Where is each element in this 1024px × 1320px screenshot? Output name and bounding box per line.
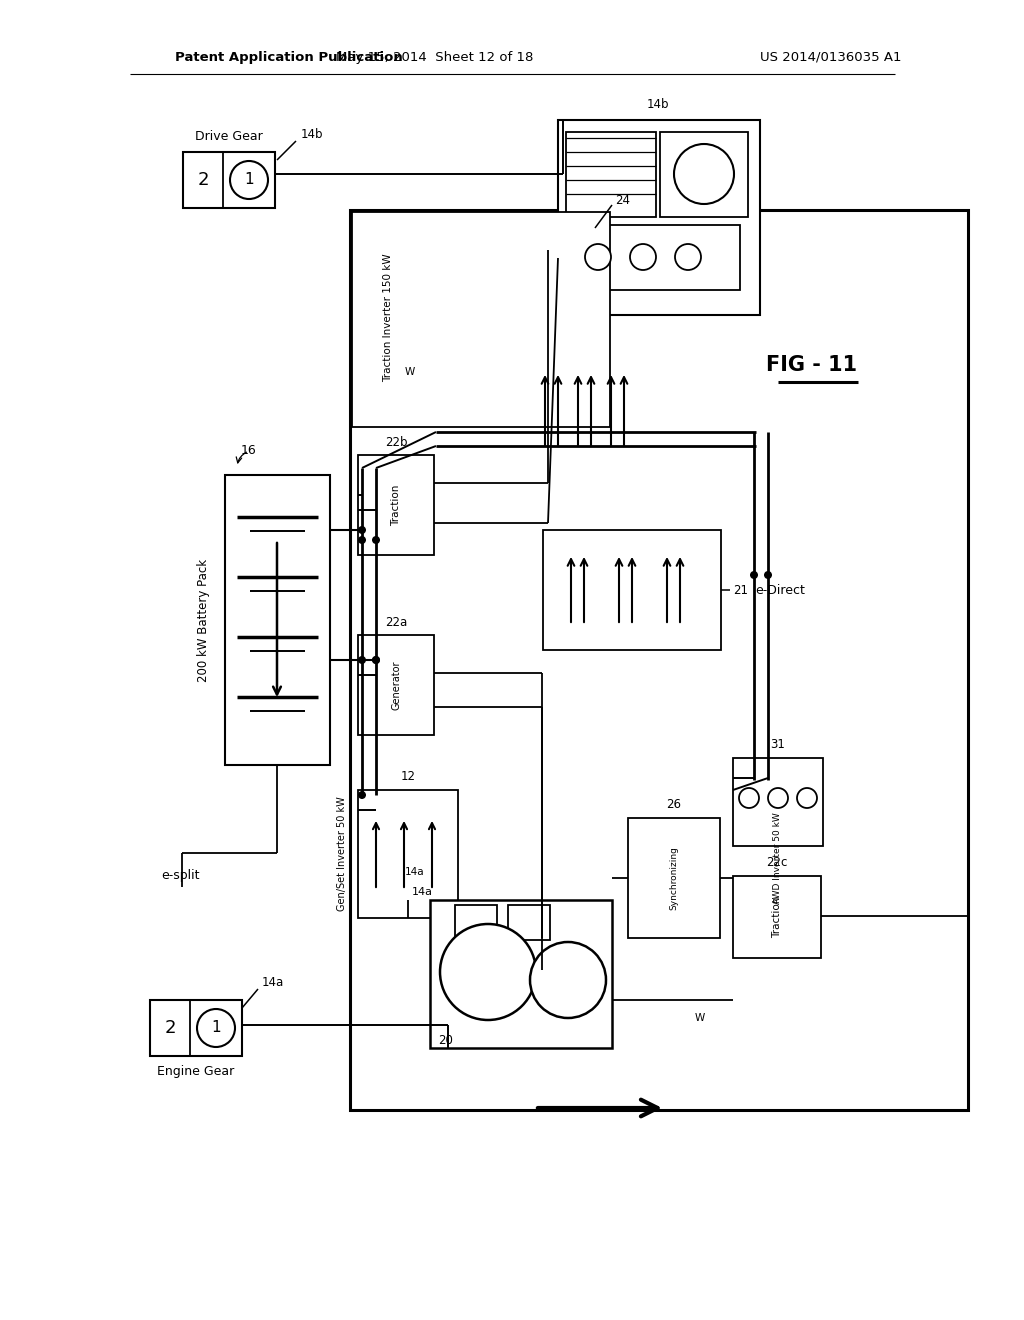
Bar	[225, 475, 330, 766]
Bar	[660, 132, 748, 216]
Text: 200 kW Battery Pack: 200 kW Battery Pack	[197, 558, 210, 681]
Text: Traction: Traction	[391, 484, 401, 525]
Circle shape	[358, 656, 366, 664]
Circle shape	[358, 536, 366, 544]
Text: 14b: 14b	[647, 99, 670, 111]
Text: Engine Gear: Engine Gear	[158, 1065, 234, 1078]
Circle shape	[230, 161, 268, 199]
Circle shape	[750, 572, 758, 579]
Text: Gen/Set Inverter 50 kW: Gen/Set Inverter 50 kW	[337, 797, 347, 911]
Bar	[558, 120, 760, 315]
Bar	[455, 906, 497, 940]
Text: e-split: e-split	[161, 869, 200, 882]
Circle shape	[372, 656, 380, 664]
Bar	[628, 818, 720, 939]
Bar	[358, 789, 458, 917]
Bar	[566, 132, 656, 216]
Text: 14a: 14a	[412, 887, 432, 898]
Text: W: W	[404, 367, 415, 378]
Circle shape	[768, 788, 788, 808]
Bar	[352, 213, 610, 426]
Bar	[508, 906, 550, 940]
Bar	[733, 876, 821, 958]
Circle shape	[630, 244, 656, 271]
Bar	[150, 1001, 242, 1056]
Text: 24: 24	[615, 194, 630, 206]
Circle shape	[674, 144, 734, 205]
Circle shape	[764, 572, 772, 579]
Text: Patent Application Publication: Patent Application Publication	[175, 50, 402, 63]
Text: Generator: Generator	[391, 660, 401, 710]
Bar	[543, 531, 721, 649]
Text: 20: 20	[438, 1034, 453, 1047]
Circle shape	[372, 536, 380, 544]
Circle shape	[358, 791, 366, 799]
Text: Traction Inverter 150 kW: Traction Inverter 150 kW	[383, 253, 393, 383]
Bar	[358, 635, 434, 735]
Text: 1: 1	[244, 173, 254, 187]
Bar	[733, 758, 823, 846]
Circle shape	[530, 942, 606, 1018]
Circle shape	[797, 788, 817, 808]
Circle shape	[358, 525, 366, 535]
Text: AWD Inverter 50 kW: AWD Inverter 50 kW	[773, 812, 782, 904]
Text: 16: 16	[241, 445, 257, 458]
Text: May 15, 2014  Sheet 12 of 18: May 15, 2014 Sheet 12 of 18	[336, 50, 534, 63]
Text: e-Direct: e-Direct	[755, 583, 805, 597]
Text: FIG - 11: FIG - 11	[766, 355, 857, 375]
Text: 14a: 14a	[406, 867, 425, 876]
Text: Traction: Traction	[772, 896, 782, 937]
Text: 21: 21	[733, 583, 748, 597]
Circle shape	[440, 924, 536, 1020]
Text: 14a: 14a	[262, 977, 285, 990]
Text: 22c: 22c	[766, 857, 787, 870]
Text: Synchronizing: Synchronizing	[670, 846, 679, 909]
Text: US 2014/0136035 A1: US 2014/0136035 A1	[760, 50, 901, 63]
Circle shape	[675, 244, 701, 271]
Text: W: W	[695, 1012, 706, 1023]
Bar	[358, 455, 434, 554]
Text: 2: 2	[164, 1019, 176, 1038]
Text: 31: 31	[771, 738, 785, 751]
Text: 22a: 22a	[385, 615, 408, 628]
Bar	[350, 210, 968, 1110]
Text: 26: 26	[667, 799, 682, 812]
Circle shape	[372, 656, 380, 664]
Text: 12: 12	[400, 770, 416, 783]
Circle shape	[739, 788, 759, 808]
Text: Drive Gear: Drive Gear	[196, 131, 263, 144]
Text: 22b: 22b	[385, 436, 408, 449]
Text: 1: 1	[211, 1020, 221, 1035]
Bar	[570, 224, 740, 290]
Bar	[430, 900, 612, 1048]
Text: 14b: 14b	[301, 128, 324, 141]
Circle shape	[197, 1008, 234, 1047]
Text: 2: 2	[198, 172, 209, 189]
Bar	[183, 152, 275, 209]
Circle shape	[585, 244, 611, 271]
